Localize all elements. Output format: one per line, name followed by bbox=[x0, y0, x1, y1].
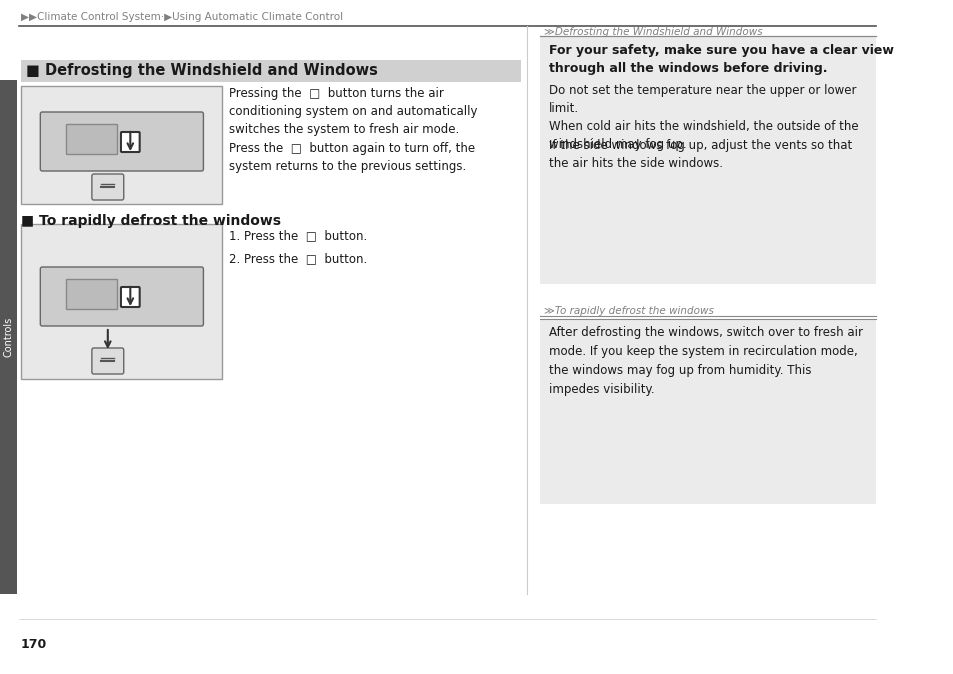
Text: 170: 170 bbox=[21, 638, 47, 650]
Text: Controls: Controls bbox=[4, 317, 13, 357]
Bar bbox=[539, 36, 875, 284]
Text: ≫Defrosting the Windshield and Windows: ≫Defrosting the Windshield and Windows bbox=[543, 27, 761, 37]
Text: ≫To rapidly defrost the windows: ≫To rapidly defrost the windows bbox=[543, 306, 713, 316]
FancyBboxPatch shape bbox=[121, 132, 139, 152]
Text: ■ Defrosting the Windshield and Windows: ■ Defrosting the Windshield and Windows bbox=[27, 63, 377, 78]
Bar bbox=[21, 224, 222, 379]
Text: Do not set the temperature near the upper or lower
limit.
When cold air hits the: Do not set the temperature near the uppe… bbox=[549, 84, 858, 151]
Bar bbox=[21, 60, 520, 82]
Bar bbox=[21, 86, 222, 204]
Text: For your safety, make sure you have a clear view
through all the windows before : For your safety, make sure you have a cl… bbox=[549, 44, 893, 75]
Bar bbox=[66, 124, 117, 154]
Text: ■ To rapidly defrost the windows: ■ To rapidly defrost the windows bbox=[21, 214, 280, 228]
FancyBboxPatch shape bbox=[91, 174, 124, 200]
Text: Press the  □  button again to turn off, the
system returns to the previous setti: Press the □ button again to turn off, th… bbox=[229, 142, 475, 173]
Text: 1. Press the  □  button.
2. Press the  □  button.: 1. Press the □ button. 2. Press the □ bu… bbox=[229, 229, 367, 265]
Bar bbox=[66, 279, 117, 309]
FancyBboxPatch shape bbox=[91, 348, 124, 374]
Bar bbox=[0, 80, 17, 594]
Bar bbox=[539, 319, 875, 504]
Text: Pressing the  □  button turns the air
conditioning system on and automatically
s: Pressing the □ button turns the air cond… bbox=[229, 87, 476, 136]
FancyBboxPatch shape bbox=[121, 287, 139, 307]
Text: After defrosting the windows, switch over to fresh air
mode. If you keep the sys: After defrosting the windows, switch ove… bbox=[549, 326, 862, 396]
FancyBboxPatch shape bbox=[40, 112, 203, 171]
Text: ▶▶Climate Control System·▶Using Automatic Climate Control: ▶▶Climate Control System·▶Using Automati… bbox=[21, 12, 342, 22]
Text: If the side windows fog up, adjust the vents so that
the air hits the side windo: If the side windows fog up, adjust the v… bbox=[549, 139, 852, 170]
FancyBboxPatch shape bbox=[40, 267, 203, 326]
